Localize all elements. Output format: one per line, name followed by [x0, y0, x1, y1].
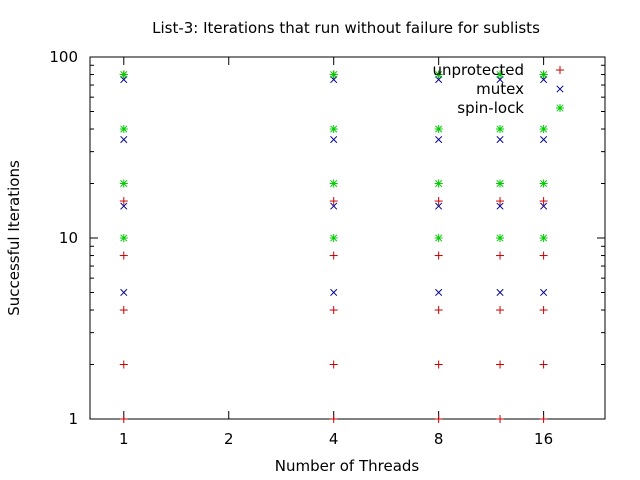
spin-lock-point	[496, 179, 505, 188]
axis-ticks	[90, 56, 605, 420]
x-tick-label: 4	[329, 430, 339, 448]
legend-label: mutex	[476, 80, 524, 98]
legend-marker	[556, 66, 564, 74]
mutex-point	[120, 76, 128, 84]
unprotected-point	[496, 197, 505, 206]
mutex-point	[496, 288, 504, 297]
spin-lock-point	[539, 234, 548, 242]
legend-marker	[556, 85, 564, 93]
mutex-point	[435, 135, 443, 144]
unprotected-point	[496, 306, 505, 315]
mutex-point	[330, 135, 338, 144]
data-points	[119, 70, 548, 423]
mutex-point	[330, 76, 338, 84]
y-tick-label: 10	[59, 229, 78, 247]
spin-lock-point	[539, 125, 548, 134]
unprotected-point	[539, 197, 548, 206]
unprotected-point	[434, 197, 443, 206]
spin-lock-point	[434, 234, 443, 242]
legend-label: unprotected	[432, 61, 524, 79]
mutex-point	[540, 288, 548, 297]
mutex-point	[496, 135, 504, 144]
unprotected-point	[434, 306, 443, 315]
mutex-point	[496, 202, 504, 210]
legend-marker	[556, 104, 564, 112]
spin-lock-point	[329, 234, 338, 242]
legend-label: spin-lock	[457, 99, 524, 117]
unprotected-point	[119, 197, 128, 206]
spin-lock-point	[119, 70, 128, 79]
unprotected-point	[496, 415, 505, 423]
unprotected-point	[329, 306, 338, 315]
mutex-point	[435, 288, 443, 297]
unprotected-point	[539, 251, 548, 260]
unprotected-point	[496, 360, 505, 369]
spin-lock-point	[539, 179, 548, 188]
mutex-point	[540, 202, 548, 210]
spin-lock-point	[539, 70, 548, 79]
unprotected-point	[539, 360, 548, 369]
x-tick-label: 1	[119, 430, 129, 448]
mutex-point	[540, 135, 548, 144]
spin-lock-point	[119, 125, 128, 134]
x-tick-label: 2	[224, 430, 234, 448]
unprotected-point	[434, 251, 443, 260]
unprotected-point	[119, 415, 128, 423]
unprotected-point	[496, 251, 505, 260]
spin-lock-point	[496, 70, 505, 79]
mutex-point	[120, 202, 128, 210]
mutex-point	[435, 76, 443, 84]
spin-lock-point	[496, 234, 505, 242]
mutex-point	[540, 76, 548, 84]
mutex-point	[435, 202, 443, 210]
x-axis-label: Number of Threads	[275, 457, 420, 475]
unprotected-point	[434, 415, 443, 423]
plot-frame	[89, 56, 606, 420]
spin-lock-point	[119, 234, 128, 242]
spin-lock-point	[496, 125, 505, 134]
y-tick-label: 100	[49, 48, 78, 66]
unprotected-point	[119, 306, 128, 315]
spin-lock-point	[119, 179, 128, 188]
spin-lock-point	[434, 179, 443, 188]
mutex-point	[496, 76, 504, 84]
x-tick-label: 8	[434, 430, 444, 448]
unprotected-point	[329, 360, 338, 369]
spin-lock-point	[329, 125, 338, 134]
unprotected-point	[539, 415, 548, 423]
y-tick-label: 1	[68, 410, 78, 428]
spin-lock-point	[329, 70, 338, 79]
y-axis-label: Successful Iterations	[5, 160, 23, 316]
mutex-point	[330, 202, 338, 210]
chart-title: List-3: Iterations that run without fail…	[152, 19, 540, 37]
mutex-point	[120, 135, 128, 144]
spin-lock-point	[329, 179, 338, 188]
spin-lock-point	[434, 70, 443, 79]
unprotected-point	[119, 360, 128, 369]
unprotected-point	[119, 251, 128, 260]
axis-tick-labels: 1 2 4 8 16 1 10 100	[49, 48, 553, 448]
unprotected-point	[329, 197, 338, 206]
unprotected-point	[434, 360, 443, 369]
spin-lock-point	[434, 125, 443, 134]
unprotected-point	[329, 415, 338, 423]
mutex-point	[120, 288, 128, 297]
unprotected-point	[539, 306, 548, 315]
unprotected-point	[329, 251, 338, 260]
mutex-point	[330, 288, 338, 297]
x-tick-label: 16	[534, 430, 553, 448]
